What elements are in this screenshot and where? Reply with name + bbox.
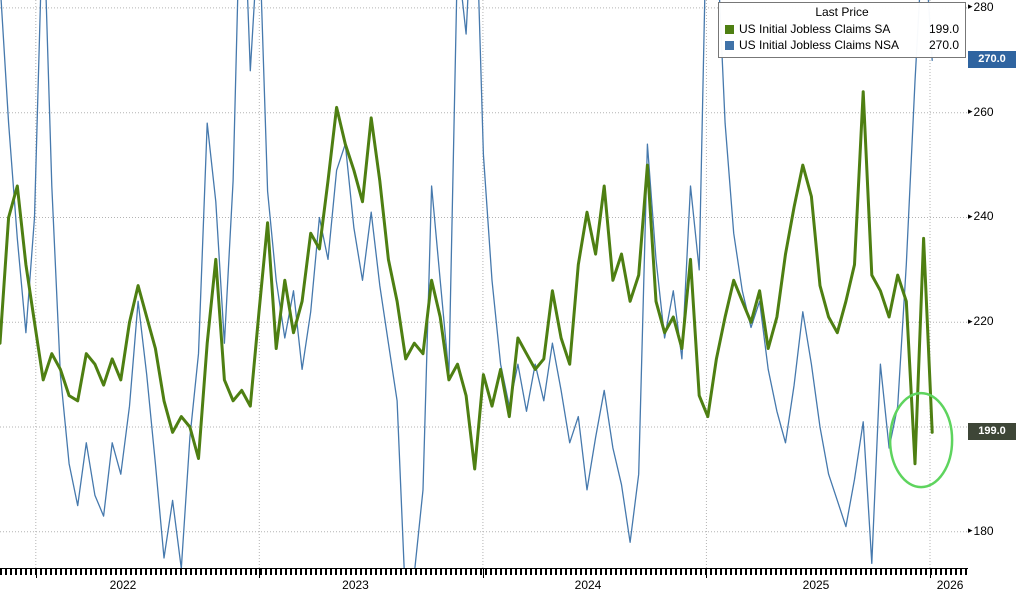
y-tick-280: ▸ 280 xyxy=(968,0,994,14)
chart-canvas xyxy=(0,0,968,568)
tick-arrow-icon: ▸ xyxy=(968,106,973,117)
x-year-label: 2024 xyxy=(574,578,602,592)
legend-entry-nsa[interactable]: US Initial Jobless Claims NSA 270.0 xyxy=(725,37,959,53)
legend-label-nsa: US Initial Jobless Claims NSA xyxy=(739,38,900,52)
sa-series-swatch-icon xyxy=(725,24,734,34)
y-tick-240: ▸ 240 xyxy=(968,209,994,223)
legend: Last Price US Initial Jobless Claims SA … xyxy=(718,2,966,58)
y-tick-label: 220 xyxy=(973,314,994,329)
year-tick xyxy=(259,569,261,578)
legend-value-sa: 199.0 xyxy=(928,22,959,36)
last-price-badge: 199.0 xyxy=(968,423,1016,441)
y-tick-label: 280 xyxy=(973,0,994,14)
tick-arrow-icon: ▸ xyxy=(968,315,973,326)
x-year-label: 2023 xyxy=(342,578,369,592)
legend-entry-sa[interactable]: US Initial Jobless Claims SA 199.0 xyxy=(725,21,959,37)
year-tick xyxy=(930,569,931,578)
x-year-label: 2026 xyxy=(936,578,964,592)
tick-arrow-icon: ▸ xyxy=(968,1,973,12)
x-year-label: 2025 xyxy=(802,578,830,592)
year-tick xyxy=(35,569,37,578)
x-axis: 2022 2023 2024 2025 2026 xyxy=(0,569,968,594)
tick-arrow-icon: ▸ xyxy=(968,210,973,221)
x-year-label: 2022 xyxy=(109,578,137,592)
last-price-badge: 270.0 xyxy=(968,51,1016,69)
y-tick-label: 260 xyxy=(973,104,994,119)
nsa-series-swatch-icon xyxy=(725,40,734,50)
y-tick-label: 240 xyxy=(973,209,994,224)
legend-label-sa: US Initial Jobless Claims SA xyxy=(739,22,891,36)
y-tick-label: 180 xyxy=(973,523,994,538)
legend-value-nsa: 270.0 xyxy=(928,38,959,52)
year-tick xyxy=(706,569,708,578)
y-axis: ▸ 280 ▸ 260 ▸ 240 ▸ 220 ▸ 180 270.0 199.0 xyxy=(968,0,1017,569)
x-axis-minor-ticks xyxy=(0,569,968,575)
year-tick xyxy=(482,569,484,578)
y-tick-180: ▸ 180 xyxy=(968,524,994,538)
y-tick-220: ▸ 220 xyxy=(968,314,994,328)
series-line-nsa xyxy=(0,0,933,568)
y-tick-260: ▸ 260 xyxy=(968,105,994,119)
highlight-ellipse xyxy=(888,391,954,489)
legend-title: Last Price xyxy=(815,5,869,19)
tick-arrow-icon: ▸ xyxy=(968,525,973,536)
plot-area[interactable]: Last Price US Initial Jobless Claims SA … xyxy=(0,0,968,569)
series-line-sa xyxy=(0,90,934,471)
